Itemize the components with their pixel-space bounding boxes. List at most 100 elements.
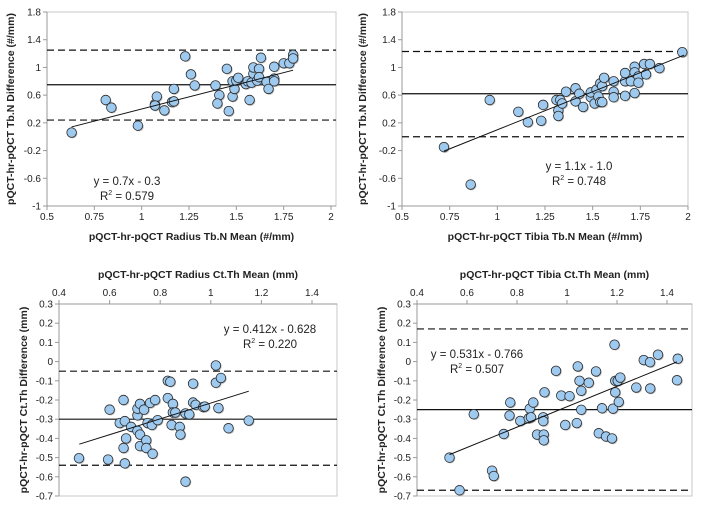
r-exponent: 2: [108, 190, 112, 197]
trend-equation: y = 0.7x - 0.3: [94, 176, 161, 188]
y-tick-label: -0.4: [394, 434, 412, 445]
data-point: [180, 476, 191, 487]
x-tick-label: 0.6: [460, 288, 474, 299]
data-point: [213, 402, 224, 414]
data-point: [610, 387, 621, 398]
data-point: [672, 353, 683, 364]
data-point: [553, 110, 564, 122]
y-tick-label: 1: [390, 63, 396, 74]
y-tick-label: 0: [405, 357, 411, 368]
x-axis-title: pQCT-hr-pQCT Radius Ct.Th Mean (mm): [98, 269, 298, 281]
data-point: [597, 96, 608, 108]
y-tick-label: 1.4: [382, 35, 396, 46]
y-tick-label: -1: [32, 202, 41, 213]
x-tick-label: 0.75: [85, 212, 105, 223]
data-point: [120, 433, 132, 444]
y-tick-label: -0.5: [36, 453, 54, 464]
panel-2: 0.5 0.75 1 1.25 1.5 1.75 2 -1 -0.6 -0.2 0.2 0.6 1 1.4…: [357, 8, 691, 244]
data-point: [583, 377, 594, 388]
plot-frame: [46, 11, 337, 207]
data-point: [438, 141, 450, 153]
y-tick-label: -0.6: [379, 174, 397, 185]
data-point: [187, 378, 199, 389]
data-point: [159, 105, 170, 116]
data-point: [576, 404, 587, 415]
data-point: [631, 382, 642, 393]
data-point: [577, 101, 589, 113]
y-tick-label: 0.3: [39, 300, 53, 311]
data-point: [576, 385, 587, 396]
x-tick-label: 0.8: [153, 288, 167, 299]
r-squared-label: R2 = 0.748: [552, 175, 606, 188]
data-point: [212, 98, 223, 109]
y-tick-label: -0.3: [36, 415, 54, 426]
data-point: [671, 375, 683, 386]
data-point: [619, 67, 631, 79]
data-point: [100, 94, 111, 106]
data-point: [167, 398, 179, 410]
y-tick-label: -0.4: [36, 434, 54, 445]
x-tick-label: 2: [328, 212, 334, 223]
data-point: [560, 86, 572, 97]
data-point: [629, 87, 640, 99]
r-symbol: R: [243, 339, 251, 351]
data-point: [185, 69, 197, 80]
data-point: [525, 412, 537, 423]
y-axis-title: pQCT-hr-pQCT Ct.Th Difference (mm): [18, 307, 30, 494]
data-point: [537, 99, 549, 111]
r-squared-label: R2 = 0.220: [243, 338, 297, 351]
data-point: [269, 61, 280, 72]
y-tick-label: 0.1: [397, 338, 411, 349]
r-squared-label: R2 = 0.507: [450, 363, 504, 376]
data-point: [168, 83, 180, 95]
r-exponent: 2: [458, 363, 462, 370]
r-symbol: R: [100, 191, 108, 203]
data-point: [633, 77, 644, 88]
data-point: [221, 63, 233, 75]
data-point: [243, 415, 254, 426]
trend-line: [71, 69, 294, 128]
y-tick-label: 0.3: [397, 300, 411, 311]
data-point: [151, 91, 163, 102]
y-tick-label: 0.2: [397, 319, 411, 330]
data-point: [444, 452, 455, 463]
y-tick-label: -1: [387, 202, 396, 213]
data-point: [269, 76, 280, 87]
data-point: [607, 403, 619, 414]
x-tick-label: 0.4: [410, 288, 424, 299]
data-point: [66, 127, 77, 138]
y-tick-label: 0.6: [27, 91, 41, 102]
x-tick-label: 1: [139, 212, 145, 223]
x-tick-label: 2: [685, 212, 691, 223]
data-point: [149, 394, 161, 406]
y-tick-label: 0.2: [382, 118, 396, 129]
r-exponent: 2: [560, 175, 564, 182]
data-point: [118, 442, 129, 454]
y-tick-label: -0.5: [394, 453, 412, 464]
x-tick-label: 1.2: [254, 288, 268, 299]
data-point: [233, 72, 244, 84]
x-tick-label: 1.5: [586, 212, 600, 223]
y-axis-title: pQCT-hr-pQCT Tb.N Difference (#/mm): [357, 13, 369, 205]
x-tick-label: 0.6: [103, 288, 117, 299]
y-tick-label: 0: [47, 357, 53, 368]
x-tick-label: 0.75: [440, 212, 460, 223]
data-point: [535, 115, 547, 126]
y-tick-label: -0.6: [24, 174, 42, 185]
data-point: [147, 448, 158, 459]
data-point: [615, 372, 626, 383]
data-point: [287, 53, 299, 64]
data-point: [613, 396, 624, 408]
y-tick-label: 0.2: [39, 319, 53, 330]
data-point: [244, 94, 255, 106]
y-axis-title: pQCT-hr-pQCT Ct.Th Difference (mm): [376, 307, 388, 494]
r-symbol: R: [450, 364, 458, 376]
data-point: [189, 80, 200, 91]
data-point: [539, 387, 550, 398]
r-squared-value: = 0.220: [255, 339, 297, 351]
data-point: [255, 52, 267, 63]
y-tick-label: 1.8: [382, 8, 396, 19]
x-tick-label: 1.25: [535, 212, 555, 223]
data-point: [652, 349, 664, 360]
